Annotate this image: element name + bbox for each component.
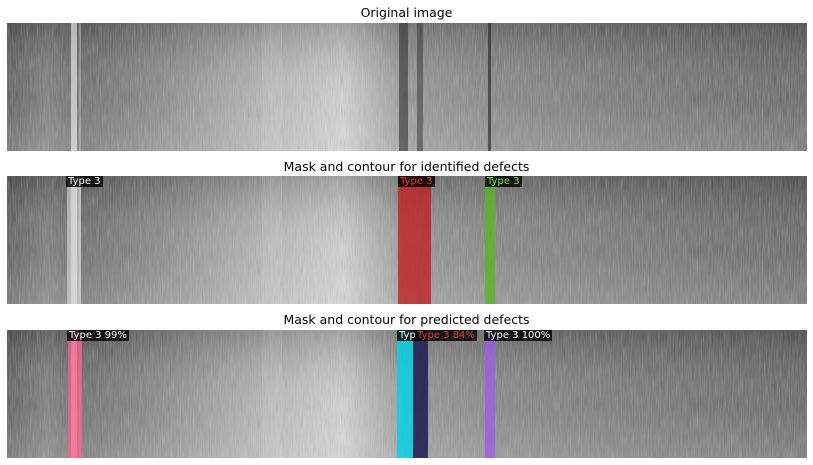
defect-label: Type 3 xyxy=(66,176,103,187)
original-image xyxy=(7,23,807,151)
defect-mask xyxy=(413,330,428,458)
defect-mask xyxy=(485,330,495,458)
identified-defects-image: Type 3 Type 3 Type 3 xyxy=(7,176,807,304)
defect-label: Type 3 99% xyxy=(67,330,129,341)
predicted-defects-image: Type 3 99% Typ Type 3 84% Type 3 100% xyxy=(7,330,807,458)
defect-label: Typ xyxy=(397,330,415,341)
defect-label: Type 3 xyxy=(485,176,522,187)
defect-label: Type 3 84% xyxy=(415,330,477,341)
defect-label: Type 3 xyxy=(398,176,435,187)
defect-mask xyxy=(398,176,431,304)
defect-mask xyxy=(68,330,82,458)
defect-label: Type 3 100% xyxy=(484,330,553,341)
panel-title-original: Original image xyxy=(360,5,453,20)
defect-mask xyxy=(67,176,81,304)
panel-title-identified: Mask and contour for identified defects xyxy=(283,159,530,174)
panel-title-predicted: Mask and contour for predicted defects xyxy=(283,312,530,327)
defect-mask xyxy=(485,176,495,304)
defect-mask xyxy=(397,330,413,458)
